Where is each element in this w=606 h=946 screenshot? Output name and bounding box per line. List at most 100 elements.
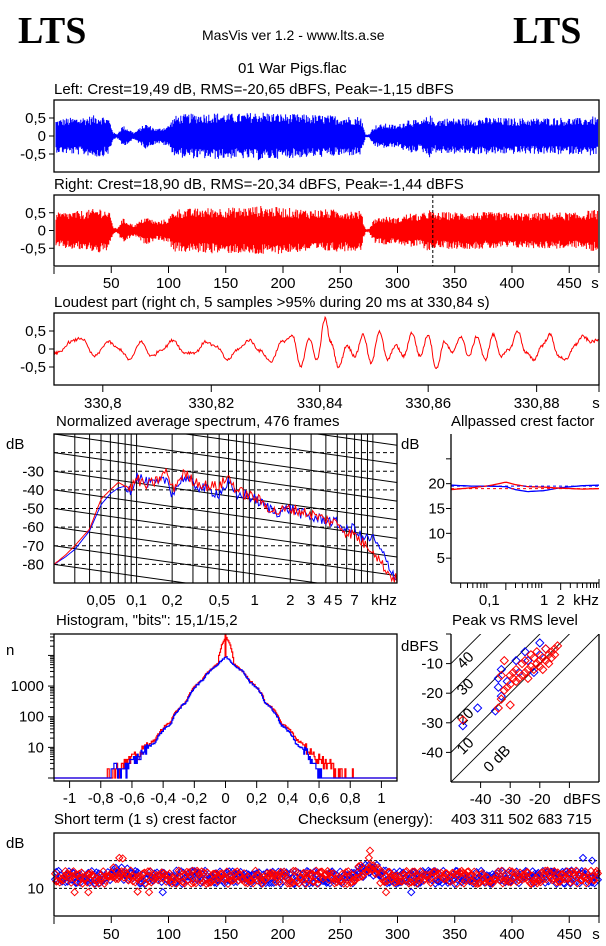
scatter-point-right xyxy=(518,875,527,884)
slope-line xyxy=(54,526,397,577)
scatter-point-right xyxy=(196,874,205,884)
x-tick-label: 330,86 xyxy=(405,395,451,412)
scatter-point-right xyxy=(569,868,579,877)
scatter-point-right xyxy=(224,871,234,881)
scatter-point-left xyxy=(587,878,597,887)
x-tick-label: 400 xyxy=(499,275,524,292)
scatter-point-right xyxy=(329,869,338,878)
x-tick-label: 50 xyxy=(103,275,120,292)
scatter-point-right xyxy=(426,878,435,888)
scatter-point-right xyxy=(133,887,142,896)
scatter-point-right xyxy=(87,870,97,880)
x-tick-label: 330,84 xyxy=(297,395,343,412)
scatter-point-right xyxy=(303,875,313,884)
scatter-point-left xyxy=(407,887,416,897)
y-axis-label: dB xyxy=(6,436,24,453)
x-tick-label: 0,1 xyxy=(479,592,500,609)
scatter-point-right xyxy=(161,877,171,886)
scatter-point-left xyxy=(552,879,561,889)
y-axis-label: dB xyxy=(401,436,419,453)
x-tick-label: 150 xyxy=(213,926,238,943)
x-tick-label: 1 xyxy=(377,790,385,807)
scatter-point-left xyxy=(496,691,507,701)
scatter-point-right xyxy=(553,868,563,877)
scatter-point-left xyxy=(90,879,100,888)
scatter-point-right xyxy=(189,878,198,887)
scatter-point-right xyxy=(396,876,406,886)
scatter-point-right xyxy=(314,875,323,884)
x-tick-label: 250 xyxy=(328,926,353,943)
scatter-point-right xyxy=(341,867,351,877)
scatter-point-right xyxy=(499,655,509,666)
scatter-point-left xyxy=(490,706,501,716)
scatter-point-right xyxy=(412,879,422,888)
scatter-point-right xyxy=(295,873,305,882)
scatter-point-right xyxy=(136,876,146,886)
y-tick-label: -0,5 xyxy=(20,359,46,376)
scatter-point-left xyxy=(578,853,588,863)
right-waveform-chart: 0,50-0,5 50 100 150 200 250 300 350 400 450 s xyxy=(20,194,600,292)
scatter-point-right xyxy=(339,879,348,888)
scatter-point-right xyxy=(520,655,530,666)
x-unit-label: dBFS xyxy=(563,791,601,808)
scatter-point-right xyxy=(308,877,318,886)
y-tick-label: -0,5 xyxy=(20,146,46,163)
x-tick-label: -0,8 xyxy=(88,790,114,807)
y-tick-label: 5 xyxy=(437,550,445,567)
spectrum-title: Normalized average spectrum, 476 frames xyxy=(56,413,340,430)
scatter-point-right xyxy=(267,871,276,881)
scatter-point-right xyxy=(338,869,347,878)
scatter-point-right xyxy=(406,878,416,887)
scatter-point-right xyxy=(403,871,413,881)
scatter-point-right xyxy=(546,873,556,883)
scatter-point-right xyxy=(306,868,315,878)
scatter-point-right xyxy=(554,877,564,886)
scatter-point-left xyxy=(511,655,521,666)
histogram-line-left xyxy=(54,656,397,779)
y-tick-label: -60 xyxy=(22,519,44,536)
scatter-point-right xyxy=(508,673,518,684)
scatter-point-right xyxy=(493,703,504,713)
scatter-point-right xyxy=(236,870,245,880)
scatter-point-right xyxy=(497,866,506,876)
scatter-point-right xyxy=(291,866,300,876)
scatter-point-right xyxy=(281,869,290,879)
scatter-point-right xyxy=(529,652,539,663)
slope-lines xyxy=(54,434,397,583)
scatter-point-right xyxy=(523,868,533,877)
scatter-point-right xyxy=(313,879,322,888)
scatter-point-right xyxy=(538,664,548,675)
scatter-point-left xyxy=(537,873,547,883)
y-tick-label: 0,5 xyxy=(25,205,46,222)
x-tick-label: 0,2 xyxy=(246,790,267,807)
y-tick-label: 20 xyxy=(428,476,445,493)
scatter-point-right xyxy=(366,860,376,870)
slope-line xyxy=(182,434,397,465)
checksum-value: 403 311 502 683 715 xyxy=(451,811,592,828)
y-axis-label: n xyxy=(6,642,14,659)
scatter-point-right xyxy=(593,869,603,878)
x-tick-label: 0,8 xyxy=(340,790,361,807)
scatter-point-right xyxy=(365,846,375,855)
scatter-point-right xyxy=(223,879,233,889)
short-term-crest-chart: dB 10 50 100 150 200 250 300 350 400 450 s xyxy=(6,832,603,943)
scatter-point-right xyxy=(532,647,542,657)
scatter-point-right xyxy=(541,644,551,654)
scatter-point-right xyxy=(93,876,102,886)
scatter-point-right xyxy=(144,887,154,897)
scatter-point-right xyxy=(499,685,509,695)
scatter-point-right xyxy=(203,868,212,877)
scatter-point-right xyxy=(458,715,468,725)
scatter-point-right xyxy=(194,867,203,877)
x-tick-label: -0,4 xyxy=(150,790,176,807)
scatter-point-left xyxy=(535,650,545,660)
crest-line-0 xyxy=(451,634,599,782)
scatter-point-left xyxy=(472,867,481,877)
y-tick-label: -40 xyxy=(22,482,44,499)
x-tick-label: -30 xyxy=(499,791,521,808)
x-tick-label: 0,4 xyxy=(277,790,298,807)
x-tick-label: 450 xyxy=(557,926,582,943)
scatter-point-left xyxy=(496,664,507,675)
